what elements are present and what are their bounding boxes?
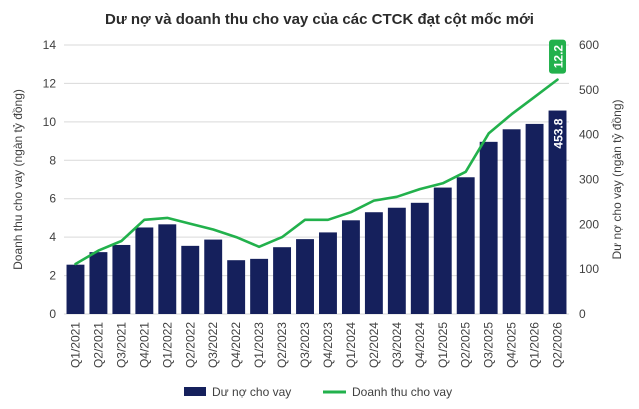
x-tick-label: Q2/2024 [367, 322, 381, 368]
x-tick-label: Q1/2022 [160, 322, 174, 368]
legend-bar-swatch [184, 387, 206, 396]
x-tick-label: Q4/2022 [229, 322, 243, 368]
bar [204, 239, 223, 314]
x-tick-label: Q4/2025 [505, 322, 519, 368]
left-tick-label: 4 [49, 230, 56, 244]
x-tick-label: Q2/2021 [91, 322, 105, 368]
bar [364, 212, 383, 314]
bar [433, 187, 452, 314]
bar [250, 258, 269, 314]
x-tick-label: Q3/2022 [206, 322, 220, 368]
x-tick-label: Q4/2021 [137, 322, 151, 368]
legend-bar-label: Dư nợ cho vay [212, 385, 291, 399]
bar [548, 110, 567, 315]
x-axis-ticks: Q1/2021 Q2/2021 Q3/2021 Q4/2021 Q1/2022 Q2/20… [68, 322, 564, 368]
left-axis-title: Doanh thu cho vay (ngàn tỷ đồng) [11, 89, 25, 270]
bar [158, 224, 177, 314]
bar [135, 227, 154, 314]
left-tick-label: 8 [49, 153, 56, 167]
bar [525, 123, 544, 314]
bar [181, 245, 200, 314]
left-tick-label: 10 [43, 115, 57, 129]
right-tick-label: 200 [579, 217, 599, 231]
bar [227, 260, 246, 314]
line-path [74, 78, 559, 266]
bar [273, 247, 292, 314]
line-data-label: 12.2 [552, 45, 566, 69]
right-tick-label: 100 [579, 262, 599, 276]
x-tick-label: Q1/2021 [68, 322, 82, 368]
right-tick-label: 300 [579, 173, 599, 187]
bar [456, 177, 475, 314]
bar [66, 264, 85, 314]
left-tick-label: 14 [43, 38, 57, 52]
left-tick-label: 12 [43, 76, 57, 90]
x-tick-label: Q3/2023 [298, 322, 312, 368]
chart-title: Dư nợ và doanh thu cho vay của các CTCK … [105, 11, 534, 28]
bar [319, 232, 337, 314]
bar-series [66, 110, 567, 315]
bar [112, 244, 131, 314]
bar [89, 252, 108, 314]
right-tick-label: 600 [579, 38, 599, 52]
x-tick-label: Q2/2025 [459, 322, 473, 368]
bar-data-label: 453.8 [552, 118, 566, 148]
x-tick-label: Q1/2025 [436, 322, 450, 368]
x-tick-label: Q4/2024 [413, 322, 427, 368]
x-tick-label: Q2/2022 [183, 322, 197, 368]
line-label-badge [549, 39, 567, 74]
left-axis-ticks: 0 2 4 6 8 10 12 14 [43, 38, 57, 321]
bar [341, 220, 360, 314]
x-tick-label: Q4/2023 [321, 322, 335, 368]
right-axis-title: Dư nợ cho vay (ngàn tỷ đồng) [610, 100, 624, 260]
left-tick-label: 0 [49, 307, 56, 321]
left-tick-label: 2 [49, 269, 56, 283]
line-series [74, 78, 559, 266]
bar [296, 239, 314, 314]
x-tick-label: Q1/2023 [252, 322, 266, 368]
right-axis-ticks: 0 100 200 300 400 500 600 [579, 38, 599, 321]
legend: Dư nợ cho vay Doanh thu cho vay [184, 385, 452, 399]
right-tick-label: 500 [579, 83, 599, 97]
x-tick-label: Q2/2026 [551, 322, 565, 368]
legend-line-label: Doanh thu cho vay [352, 385, 452, 399]
x-tick-label: Q3/2024 [390, 322, 404, 368]
left-tick-label: 6 [49, 192, 56, 206]
x-tick-label: Q2/2023 [275, 322, 289, 368]
x-tick-label: Q1/2024 [344, 322, 358, 368]
x-tick-label: Q1/2026 [528, 322, 542, 368]
right-tick-label: 400 [579, 128, 599, 142]
right-tick-label: 0 [579, 307, 586, 321]
bar [502, 129, 521, 314]
bar [387, 207, 406, 314]
data-labels: 453.8 12.2 [549, 39, 567, 149]
x-tick-label: Q3/2021 [114, 322, 128, 368]
x-tick-label: Q3/2025 [482, 322, 496, 368]
bar [410, 202, 429, 314]
bar [479, 141, 498, 314]
